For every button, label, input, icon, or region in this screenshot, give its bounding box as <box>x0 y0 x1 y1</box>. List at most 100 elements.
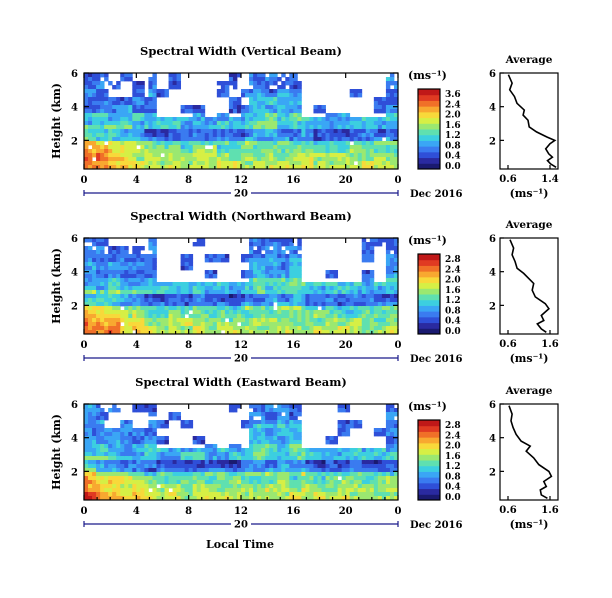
heatmap-cells <box>84 73 399 170</box>
heatmap-cell <box>124 420 129 425</box>
heatmap-cell <box>273 165 278 170</box>
heatmap-cell <box>96 97 101 102</box>
heatmap-cell <box>96 448 101 453</box>
heatmap-cell <box>337 145 343 150</box>
heatmap-cell <box>188 145 194 150</box>
heatmap-cell <box>104 105 109 110</box>
heatmap-cell <box>116 113 121 118</box>
y-tick-label: 2 <box>71 467 78 478</box>
heatmap-cell <box>257 73 262 78</box>
heatmap-cell <box>333 149 339 154</box>
heatmap-cell <box>385 254 391 259</box>
heatmap-cell <box>285 456 290 461</box>
heatmap-cell <box>309 456 314 461</box>
heatmap-cell <box>385 464 391 469</box>
heatmap-cell <box>369 254 375 259</box>
heatmap-cell <box>192 322 198 327</box>
heatmap-cell <box>269 145 274 150</box>
heatmap-cell <box>337 290 343 295</box>
heatmap-cell <box>184 262 190 267</box>
heatmap-cell <box>377 314 383 319</box>
heatmap-cell <box>88 412 93 417</box>
heatmap-cell <box>289 412 294 417</box>
heatmap-cell <box>313 125 318 130</box>
heatmap-cell <box>132 452 137 457</box>
heatmap-cell <box>192 117 198 122</box>
heatmap-cell <box>273 476 278 481</box>
heatmap-cell <box>337 113 343 118</box>
heatmap-cell <box>261 428 266 433</box>
heatmap-cell <box>333 302 339 307</box>
heatmap-cell <box>393 298 399 303</box>
heatmap-cell <box>148 436 153 441</box>
heatmap-cell <box>208 322 214 327</box>
heatmap-cell <box>245 452 250 457</box>
heatmap-cell <box>100 456 105 461</box>
profile-line <box>507 74 557 168</box>
heatmap-cell <box>148 298 153 303</box>
heatmap-cell <box>317 157 322 162</box>
colorbar-tick-label: 0.8 <box>445 306 461 316</box>
heatmap-cell <box>261 322 266 327</box>
heatmap-cell <box>257 472 262 477</box>
heatmap-cell <box>160 420 165 425</box>
heatmap-cell <box>245 113 250 118</box>
heatmap-cell <box>377 448 383 453</box>
x-tick-label: 4 <box>133 175 140 186</box>
heatmap-cell <box>144 452 149 457</box>
heatmap-cell <box>152 101 157 106</box>
heatmap-cell <box>337 330 343 335</box>
heatmap-cell <box>144 330 149 335</box>
heatmap-cell <box>285 290 290 295</box>
heatmap-cell <box>144 448 149 453</box>
heatmap-cell <box>148 444 153 449</box>
heatmap-cell <box>361 246 367 251</box>
heatmap-cell <box>148 330 153 335</box>
heatmap-cell <box>216 472 222 477</box>
heatmap-cell <box>108 262 113 267</box>
heatmap-cell <box>273 464 278 469</box>
heatmap-cell <box>172 310 177 315</box>
heatmap-cell <box>224 153 230 158</box>
heatmap-cell <box>309 330 314 335</box>
heatmap-cell <box>144 109 149 114</box>
colorbar-swatch <box>418 89 440 96</box>
heatmap-cell <box>168 298 173 303</box>
heatmap-cell <box>273 420 278 425</box>
heatmap-cell <box>224 448 230 453</box>
heatmap-cell <box>249 282 254 287</box>
heatmap-cell <box>273 298 278 303</box>
heatmap-cell <box>293 109 298 114</box>
heatmap-cell <box>345 404 351 409</box>
heatmap-cell <box>393 496 399 501</box>
x-tick-label: 0 <box>81 506 88 517</box>
heatmap-cell <box>377 310 383 315</box>
heatmap-cell <box>365 149 371 154</box>
heatmap-cell <box>337 117 343 122</box>
heatmap-cell <box>104 484 109 489</box>
heatmap-cell <box>184 468 190 473</box>
heatmap-cell <box>253 444 258 449</box>
heatmap-cell <box>293 270 298 275</box>
heatmap-cell <box>140 306 145 311</box>
heatmap-cell <box>156 165 161 170</box>
heatmap-cell <box>180 480 186 485</box>
heatmap-cell <box>172 145 177 150</box>
colorbar-tick-label: 1.2 <box>445 462 461 472</box>
heatmap-cell <box>104 254 109 259</box>
heatmap-cell <box>152 408 157 413</box>
heatmap-cell <box>120 254 125 259</box>
heatmap-cell <box>220 81 226 86</box>
panel-3: Spectral Width (Eastward Beam)642Height … <box>50 375 559 531</box>
heatmap-cell <box>269 133 274 138</box>
heatmap-cell <box>309 290 314 295</box>
heatmap-cell <box>196 129 202 134</box>
heatmap-cell <box>285 452 290 457</box>
heatmap-cell <box>261 432 266 437</box>
heatmap-cell <box>393 262 399 267</box>
heatmap-cell <box>345 282 351 287</box>
heatmap-cell <box>156 456 161 461</box>
heatmap-cell <box>269 492 274 497</box>
heatmap-cell <box>184 318 190 323</box>
heatmap-cell <box>333 472 339 477</box>
